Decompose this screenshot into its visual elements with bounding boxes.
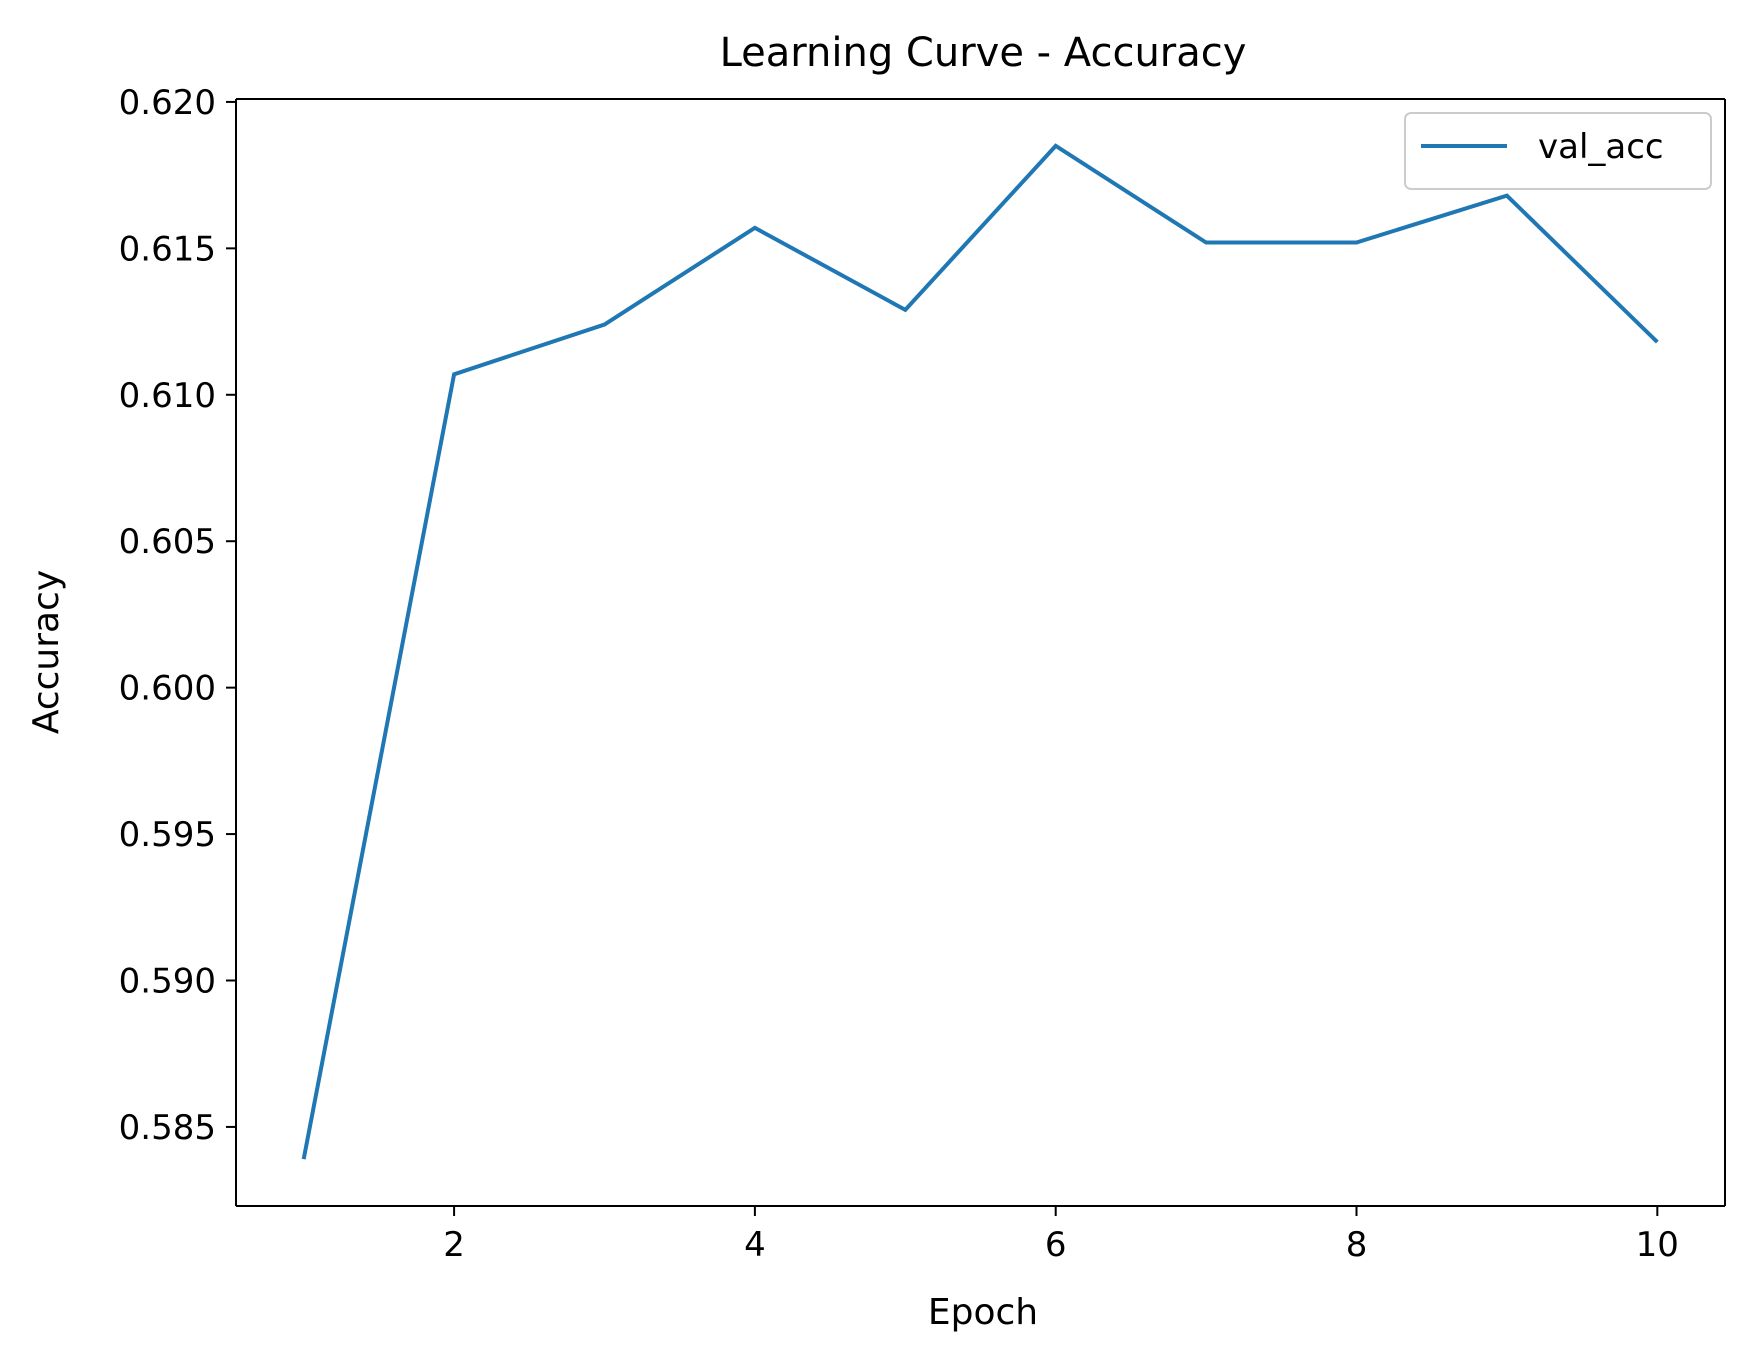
y-tick-label: 0.610 xyxy=(119,376,216,416)
legend: val_acc xyxy=(1404,112,1712,190)
y-tick-label: 0.620 xyxy=(119,83,216,123)
legend-label-val-acc: val_acc xyxy=(1538,127,1664,167)
y-axis-label: Accuracy xyxy=(26,570,67,734)
y-tick-label: 0.615 xyxy=(119,229,216,269)
y-tick-label: 0.590 xyxy=(119,962,216,1002)
series-line-val-acc xyxy=(301,143,1659,1160)
y-axis: 0.585 0.590 0.595 0.600 0.605 0.610 0.615 0.620 xyxy=(119,83,236,1148)
x-tick-label: 2 xyxy=(443,1225,465,1265)
chart-title: Learning Curve - Accuracy xyxy=(720,30,1247,76)
plot-area xyxy=(235,98,1726,1207)
x-tick-label: 4 xyxy=(744,1225,766,1265)
x-tick-label: 6 xyxy=(1045,1225,1067,1265)
legend-frame xyxy=(1404,112,1712,190)
x-axis: 2 4 6 8 10 xyxy=(443,1206,1679,1265)
x-tick-label: 8 xyxy=(1346,1225,1368,1265)
x-tick-label: 10 xyxy=(1636,1225,1679,1265)
series-layer xyxy=(301,143,1659,1160)
y-tick-label: 0.605 xyxy=(119,522,216,562)
y-tick-label: 0.600 xyxy=(119,669,216,709)
plot-background xyxy=(236,99,1725,1206)
y-tick-label: 0.595 xyxy=(119,815,216,855)
x-axis-label: Epoch xyxy=(928,1292,1038,1333)
y-tick-label: 0.585 xyxy=(119,1108,216,1148)
